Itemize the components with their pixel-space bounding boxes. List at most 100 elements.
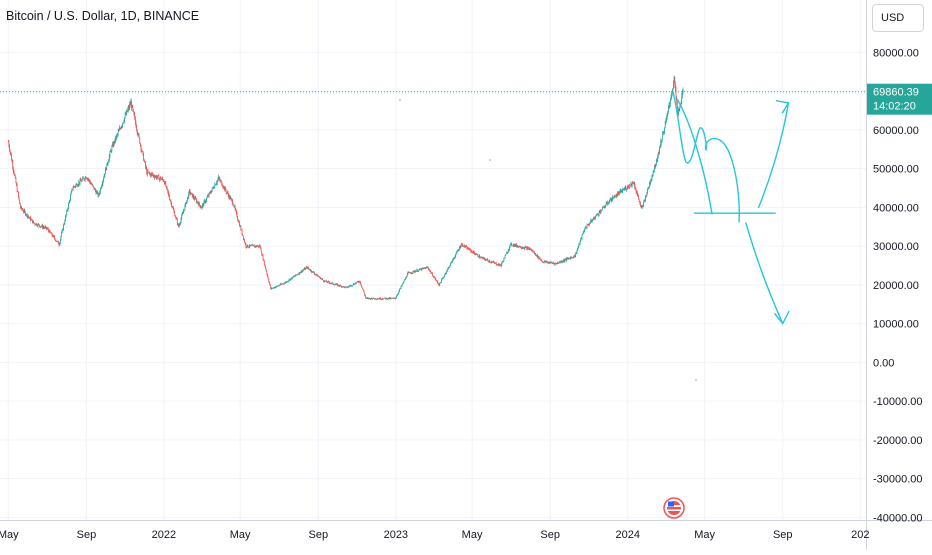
candle-body (123, 121, 125, 123)
candle (287, 281, 289, 283)
candle (192, 193, 193, 198)
candle-body (627, 185, 629, 189)
candle (339, 284, 341, 287)
candle (351, 284, 352, 287)
candle-body (355, 283, 357, 284)
currency-button[interactable]: USD (872, 4, 924, 32)
candle-body (299, 272, 301, 274)
candle-body (336, 283, 338, 285)
candle-body (580, 238, 582, 241)
candle-body (418, 269, 420, 272)
candle (292, 276, 294, 278)
candle-body (159, 177, 161, 179)
candle-body (209, 192, 211, 194)
candle (398, 292, 399, 295)
candle (21, 208, 23, 211)
candle (347, 286, 348, 288)
candle-body (235, 209, 237, 211)
candle (202, 203, 204, 208)
candle (610, 197, 612, 202)
candle-body (255, 245, 256, 247)
candle-body (412, 272, 413, 274)
user-drawings[interactable] (399, 91, 790, 381)
candle-body (492, 261, 493, 263)
candle (392, 297, 394, 299)
candle-body (644, 200, 646, 202)
candle (607, 200, 608, 206)
candle-body (583, 231, 585, 233)
candle-body (349, 285, 351, 287)
candle-body (32, 219, 33, 223)
candle (483, 256, 484, 260)
candle-body (622, 189, 624, 192)
candle (225, 186, 226, 192)
candle-body (625, 187, 627, 190)
candle (8, 140, 10, 148)
candle-body (607, 202, 608, 204)
candle-body (415, 271, 416, 273)
y-tick-label: 20000.00 (873, 280, 919, 292)
candle-body (602, 206, 604, 208)
candle-body (83, 178, 85, 180)
candle (212, 187, 214, 189)
freehand-path-drawing[interactable] (672, 91, 740, 223)
candle (288, 278, 290, 282)
candle-body (206, 197, 208, 199)
candle (162, 178, 164, 182)
candle-body (394, 298, 396, 300)
candle-body (510, 242, 512, 245)
candle (28, 214, 29, 219)
candle (557, 261, 559, 264)
candle-body (452, 259, 454, 261)
us-flag-icon[interactable] (663, 497, 685, 519)
candle (10, 152, 12, 157)
candle (310, 269, 312, 273)
candle (490, 262, 491, 263)
candle (491, 260, 493, 263)
candle (276, 285, 277, 288)
candle (134, 112, 136, 121)
candle (410, 272, 411, 274)
candle-body (535, 255, 537, 257)
candle (568, 258, 570, 259)
candle (33, 221, 35, 224)
candle (497, 263, 499, 267)
candle (163, 179, 165, 182)
candle (193, 193, 195, 200)
candle-body (511, 245, 513, 246)
candle-body (77, 185, 78, 187)
candle-body (494, 262, 496, 264)
candle (263, 259, 265, 266)
candle (248, 245, 250, 249)
candle (230, 196, 231, 200)
candle-body (285, 282, 287, 283)
arrow-down-drawing[interactable] (745, 222, 790, 325)
candle (657, 154, 658, 162)
candle (159, 177, 161, 180)
candle-body (91, 184, 93, 186)
candle (660, 138, 662, 149)
candle-body (643, 200, 645, 202)
candle-body (44, 227, 45, 229)
candle (331, 282, 333, 285)
candle-body (134, 115, 136, 118)
candle-body (69, 200, 71, 202)
candle-body (389, 297, 391, 299)
candle (544, 260, 546, 264)
candle (307, 266, 308, 269)
candle (456, 250, 458, 254)
candle-body (460, 244, 462, 247)
candle (258, 245, 259, 249)
candle (420, 268, 421, 270)
candle (618, 191, 620, 196)
candle (298, 273, 299, 275)
candle-body (335, 284, 336, 286)
candle-body (7, 141, 9, 143)
candle-body (296, 274, 298, 276)
candle-body (377, 298, 378, 300)
candle-body (483, 257, 484, 259)
arrow-up-drawing[interactable] (757, 100, 790, 209)
countdown-timer: 14:02:20 (873, 101, 916, 113)
